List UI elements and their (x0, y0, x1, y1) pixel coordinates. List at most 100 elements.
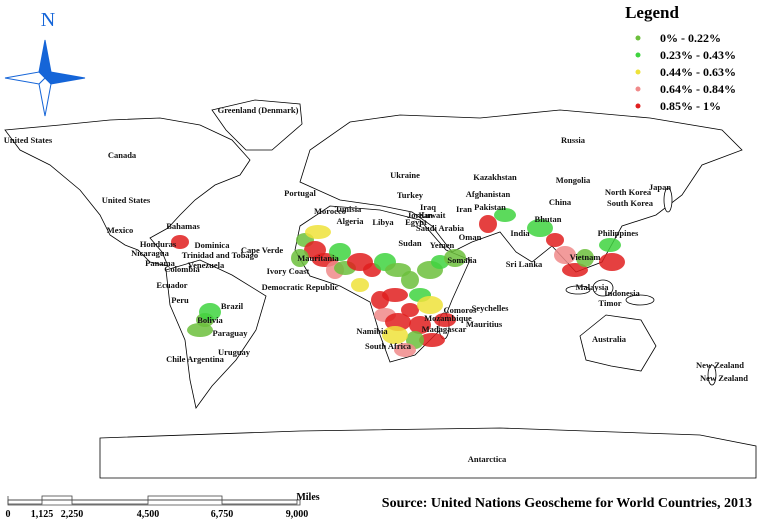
hotspot (371, 291, 389, 309)
north-america (4, 117, 251, 267)
legend-label: 0.64% - 0.84% (660, 82, 736, 96)
scale-segment (71, 499, 149, 505)
country-labels: United States Canada United States Greenlan… (4, 105, 748, 464)
scale-tick-label: 1,125 (31, 509, 54, 520)
country-label: Venezuela (188, 260, 225, 270)
country-label: Iraq (420, 202, 436, 212)
hotspot (494, 208, 516, 222)
australia (579, 314, 657, 372)
greenland (211, 99, 303, 151)
country-label: South Korea (607, 198, 654, 208)
scale-tick-label: 2,250 (61, 509, 84, 520)
hotspot (479, 215, 497, 233)
country-label: Canada (108, 150, 137, 160)
hotspot (401, 271, 419, 289)
country-label: Peru (171, 295, 189, 305)
country-label: Vietnam (570, 252, 601, 262)
country-label: Yemen (430, 240, 455, 250)
country-label: Somalia (447, 255, 477, 265)
country-label: Trinidad and Tobago (182, 250, 258, 260)
country-label: Mongolia (556, 175, 591, 185)
country-label: Timor (599, 298, 622, 308)
country-label: Comoros (444, 305, 478, 315)
country-label: Sudan (398, 238, 421, 248)
antarctica (99, 427, 757, 479)
country-label: Russia (561, 135, 586, 145)
arrow-south (38, 77, 52, 117)
hotspot (291, 249, 309, 267)
country-label: Seychelles (472, 303, 510, 313)
new-zealand-island (707, 364, 717, 386)
country-label: Madagascar (422, 324, 467, 334)
country-label: Bolivia (197, 315, 223, 325)
hotspot (527, 219, 553, 237)
north-label: N (41, 9, 55, 31)
country-label: Mexico (107, 225, 133, 235)
hotspot (546, 233, 564, 247)
hotspot (599, 253, 625, 271)
hotspot (444, 249, 466, 267)
country-label: New Zealand (696, 360, 744, 370)
country-label: Panama (145, 258, 176, 268)
hotspot (394, 343, 416, 357)
hotspot (599, 238, 621, 252)
scale-unit: Miles (296, 492, 319, 503)
scale-tick-label: 4,500 (137, 509, 160, 520)
country-label: Saudi Arabia (416, 223, 465, 233)
sumatra (565, 285, 591, 295)
country-label: Mauritius (466, 319, 503, 329)
country-label: United States (4, 135, 53, 145)
hotspot (329, 243, 351, 261)
country-label: Algeria (337, 216, 365, 226)
country-label: China (549, 197, 572, 207)
legend-label: 0.85% - 1% (660, 99, 721, 113)
north-arrow: N (4, 9, 86, 117)
hotspot (187, 323, 213, 337)
country-label: Colombia (164, 264, 200, 274)
hotspot (409, 316, 431, 334)
hotspot (554, 246, 576, 264)
country-label: Chile Argentina (166, 354, 225, 364)
country-label: South Africa (365, 341, 412, 351)
country-label: Indonesia (604, 288, 640, 298)
scale-segment (221, 499, 298, 505)
hotspot (199, 303, 221, 321)
country-label: Pakistan (474, 202, 506, 212)
arrow-north (38, 39, 52, 79)
borneo (592, 279, 614, 297)
hotspot (171, 235, 189, 249)
scale-segment (147, 495, 223, 501)
country-label: North Korea (605, 187, 652, 197)
country-label: Afghanistan (466, 189, 511, 199)
hotspot (382, 326, 408, 344)
legend-swatch (635, 86, 641, 92)
legend-label: 0% - 0.22% (660, 31, 721, 45)
legend-swatch (635, 35, 641, 41)
country-label: Antarctica (468, 454, 507, 464)
country-label: Greenland (Denmark) (218, 105, 299, 115)
legend-label: 0.23% - 0.43% (660, 48, 736, 62)
country-label: Ecuador (156, 280, 187, 290)
country-label: United States (102, 195, 151, 205)
country-label: Dominica (195, 240, 231, 250)
country-label: Iran (456, 204, 472, 214)
country-label: Mozambique (424, 313, 472, 323)
country-label: Turkey (397, 190, 424, 200)
hotspot (434, 313, 456, 327)
country-label: Brazil (221, 301, 244, 311)
hotspot (417, 296, 443, 314)
source: Source: United Nations Geoscheme for Wor… (382, 496, 752, 511)
country-label: Ivory Coast (267, 266, 310, 276)
new-guinea (625, 294, 655, 306)
scale-tick-label: 9,000 (286, 509, 309, 520)
hotspot (562, 263, 588, 277)
country-label: Portugal (284, 188, 316, 198)
country-label: India (510, 228, 530, 238)
hotspot (305, 225, 331, 239)
hotspot (401, 303, 419, 317)
legend-swatch (635, 52, 641, 58)
country-label: Jordan (407, 210, 433, 220)
country-label: Bahamas (166, 221, 200, 231)
country-label: Uruguay (218, 347, 251, 357)
